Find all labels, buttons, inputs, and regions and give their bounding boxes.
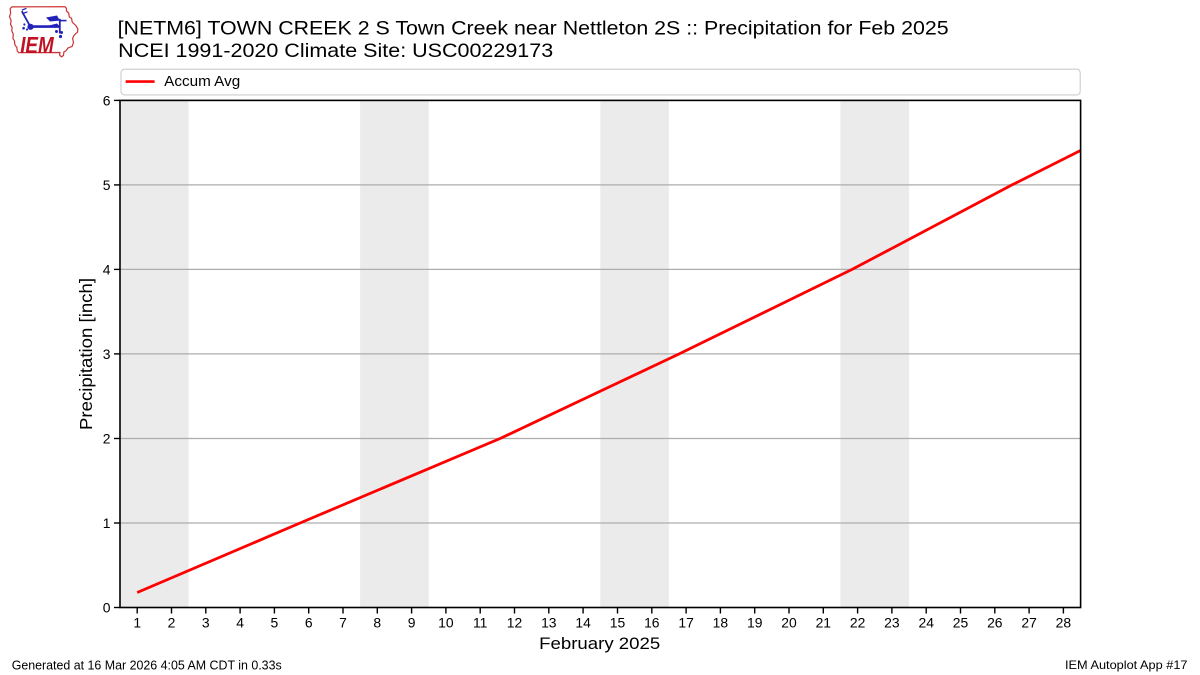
svg-text:Generated at 16 Mar 2026 4:05: Generated at 16 Mar 2026 4:05 AM CDT in … — [12, 658, 282, 673]
svg-text:9: 9 — [408, 615, 416, 631]
svg-text:25: 25 — [953, 615, 969, 631]
svg-text:22: 22 — [850, 615, 866, 631]
svg-text:4: 4 — [103, 262, 111, 278]
svg-text:13: 13 — [541, 615, 557, 631]
svg-text:IEM: IEM — [20, 32, 54, 58]
svg-text:21: 21 — [816, 615, 832, 631]
svg-text:8: 8 — [373, 615, 381, 631]
svg-text:24: 24 — [918, 615, 934, 631]
svg-text:2: 2 — [103, 431, 111, 447]
svg-text:IEM Autoplot App #17: IEM Autoplot App #17 — [1065, 658, 1188, 672]
svg-text:5: 5 — [103, 177, 111, 193]
svg-text:19: 19 — [747, 615, 763, 631]
svg-text:[NETM6] TOWN CREEK 2 S Town Cr: [NETM6] TOWN CREEK 2 S Town Creek near N… — [118, 17, 949, 39]
svg-text:11: 11 — [473, 615, 488, 631]
svg-text:7: 7 — [339, 615, 347, 631]
svg-text:3: 3 — [202, 615, 210, 631]
svg-text:Accum Avg: Accum Avg — [164, 74, 240, 90]
svg-text:Precipitation [inch]: Precipitation [inch] — [76, 278, 96, 430]
svg-text:27: 27 — [1021, 615, 1037, 631]
svg-text:NCEI 1991-2020 Climate Site: U: NCEI 1991-2020 Climate Site: USC00229173 — [118, 40, 553, 62]
svg-text:3: 3 — [103, 346, 111, 362]
svg-text:0: 0 — [103, 600, 111, 616]
svg-text:16: 16 — [644, 615, 660, 631]
svg-text:February 2025: February 2025 — [539, 634, 660, 653]
svg-text:20: 20 — [781, 615, 797, 631]
svg-text:1: 1 — [103, 515, 111, 531]
svg-text:15: 15 — [610, 615, 626, 631]
svg-text:28: 28 — [1056, 615, 1072, 631]
svg-text:4: 4 — [236, 615, 244, 631]
svg-text:6: 6 — [305, 615, 313, 631]
svg-text:23: 23 — [884, 615, 900, 631]
svg-text:26: 26 — [987, 615, 1003, 631]
svg-text:17: 17 — [678, 615, 694, 631]
svg-text:2: 2 — [168, 615, 176, 631]
svg-text:18: 18 — [713, 615, 729, 631]
svg-text:12: 12 — [507, 615, 523, 631]
svg-text:1: 1 — [133, 615, 141, 631]
svg-text:10: 10 — [438, 615, 454, 631]
svg-text:6: 6 — [103, 93, 111, 109]
svg-text:14: 14 — [575, 615, 591, 631]
svg-text:5: 5 — [271, 615, 279, 631]
